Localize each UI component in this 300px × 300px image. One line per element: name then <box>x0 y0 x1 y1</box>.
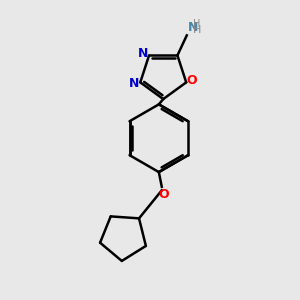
Text: N: N <box>129 77 139 90</box>
Text: N: N <box>188 21 198 34</box>
Text: O: O <box>158 188 169 201</box>
Text: H: H <box>193 25 201 35</box>
Text: N: N <box>137 47 148 60</box>
Text: H: H <box>193 19 200 28</box>
Text: O: O <box>186 74 197 87</box>
